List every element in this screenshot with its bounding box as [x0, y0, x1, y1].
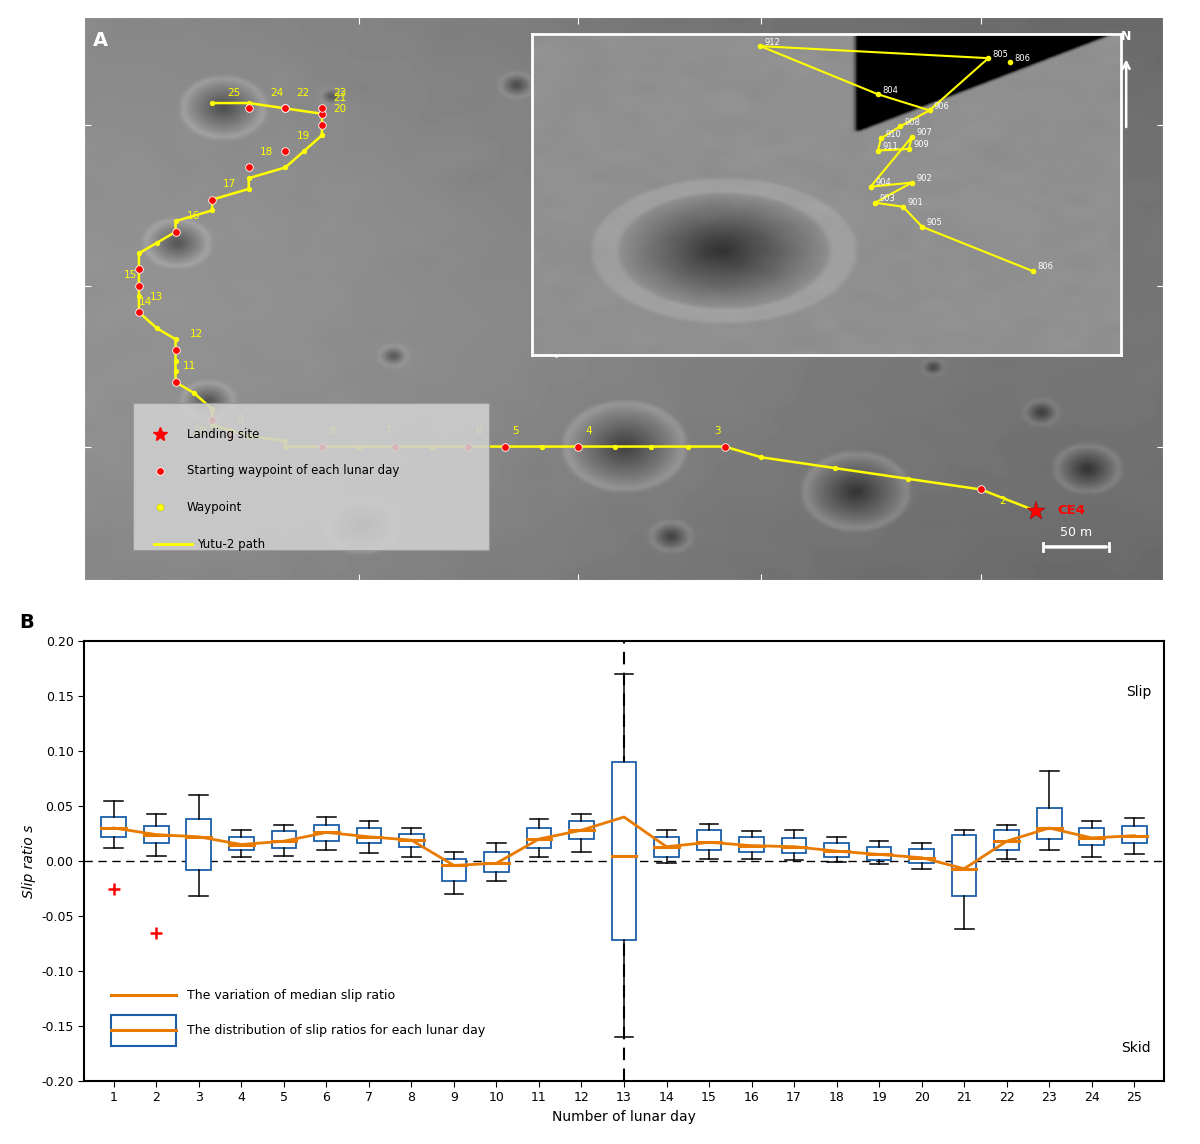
- Bar: [102, 817, 126, 836]
- Text: 10: 10: [194, 426, 206, 436]
- Bar: [910, 849, 934, 864]
- Text: 19: 19: [296, 130, 310, 141]
- Text: 23: 23: [332, 88, 346, 97]
- Y-axis label: Slip ratio s: Slip ratio s: [22, 825, 36, 898]
- Text: 12: 12: [190, 329, 204, 340]
- Text: The distribution of slip ratios for each lunar day: The distribution of slip ratios for each…: [187, 1024, 485, 1036]
- Text: Slip: Slip: [1126, 685, 1151, 699]
- Text: 16: 16: [186, 212, 199, 221]
- Bar: [1079, 828, 1104, 844]
- Bar: [356, 828, 382, 843]
- Bar: [229, 836, 253, 850]
- Text: 13: 13: [150, 292, 163, 302]
- Text: 7: 7: [384, 426, 391, 436]
- Text: 15: 15: [125, 270, 138, 280]
- Bar: [781, 837, 806, 853]
- Text: 6: 6: [475, 426, 482, 436]
- Text: 3: 3: [714, 426, 720, 436]
- Text: 8: 8: [329, 426, 336, 436]
- Text: 25: 25: [227, 88, 240, 97]
- Bar: [144, 826, 169, 843]
- Text: CE4: CE4: [1058, 505, 1086, 517]
- Text: The variation of median slip ratio: The variation of median slip ratio: [187, 988, 395, 1002]
- Text: 20: 20: [332, 104, 346, 113]
- Text: Yutu-2 path: Yutu-2 path: [198, 538, 265, 550]
- Text: 17: 17: [223, 178, 236, 189]
- Bar: [112, 1015, 176, 1046]
- Bar: [654, 836, 679, 857]
- Bar: [314, 825, 338, 841]
- Text: 2: 2: [1000, 495, 1006, 506]
- Bar: [952, 835, 977, 896]
- Text: 4: 4: [586, 426, 592, 436]
- Text: Landing site: Landing site: [187, 428, 259, 440]
- Text: N: N: [1121, 30, 1132, 42]
- Bar: [739, 836, 764, 852]
- Text: A: A: [92, 31, 108, 50]
- Text: 50 m: 50 m: [1060, 526, 1092, 539]
- Text: Starting waypoint of each lunar day: Starting waypoint of each lunar day: [187, 464, 398, 477]
- Text: 5: 5: [512, 426, 518, 436]
- Bar: [995, 831, 1019, 850]
- Bar: [697, 831, 721, 850]
- Bar: [186, 819, 211, 869]
- Text: 14: 14: [139, 297, 152, 307]
- Bar: [484, 852, 509, 872]
- Bar: [527, 828, 551, 848]
- Bar: [866, 847, 892, 860]
- Bar: [1122, 826, 1146, 843]
- Bar: [1037, 808, 1062, 839]
- Bar: [442, 859, 467, 881]
- Bar: [612, 762, 636, 940]
- Text: B: B: [19, 613, 34, 633]
- Text: Waypoint: Waypoint: [187, 501, 242, 514]
- Text: 18: 18: [259, 146, 272, 157]
- Text: 9: 9: [238, 415, 245, 426]
- FancyBboxPatch shape: [133, 403, 490, 550]
- Text: 11: 11: [182, 362, 196, 372]
- Bar: [400, 834, 424, 847]
- Bar: [271, 832, 296, 848]
- Text: 22: 22: [296, 88, 310, 97]
- Text: 21: 21: [332, 93, 346, 103]
- Text: 24: 24: [271, 88, 284, 97]
- Text: Skid: Skid: [1122, 1041, 1151, 1055]
- Bar: [824, 843, 848, 857]
- Bar: [569, 821, 594, 839]
- X-axis label: Number of lunar day: Number of lunar day: [552, 1110, 696, 1125]
